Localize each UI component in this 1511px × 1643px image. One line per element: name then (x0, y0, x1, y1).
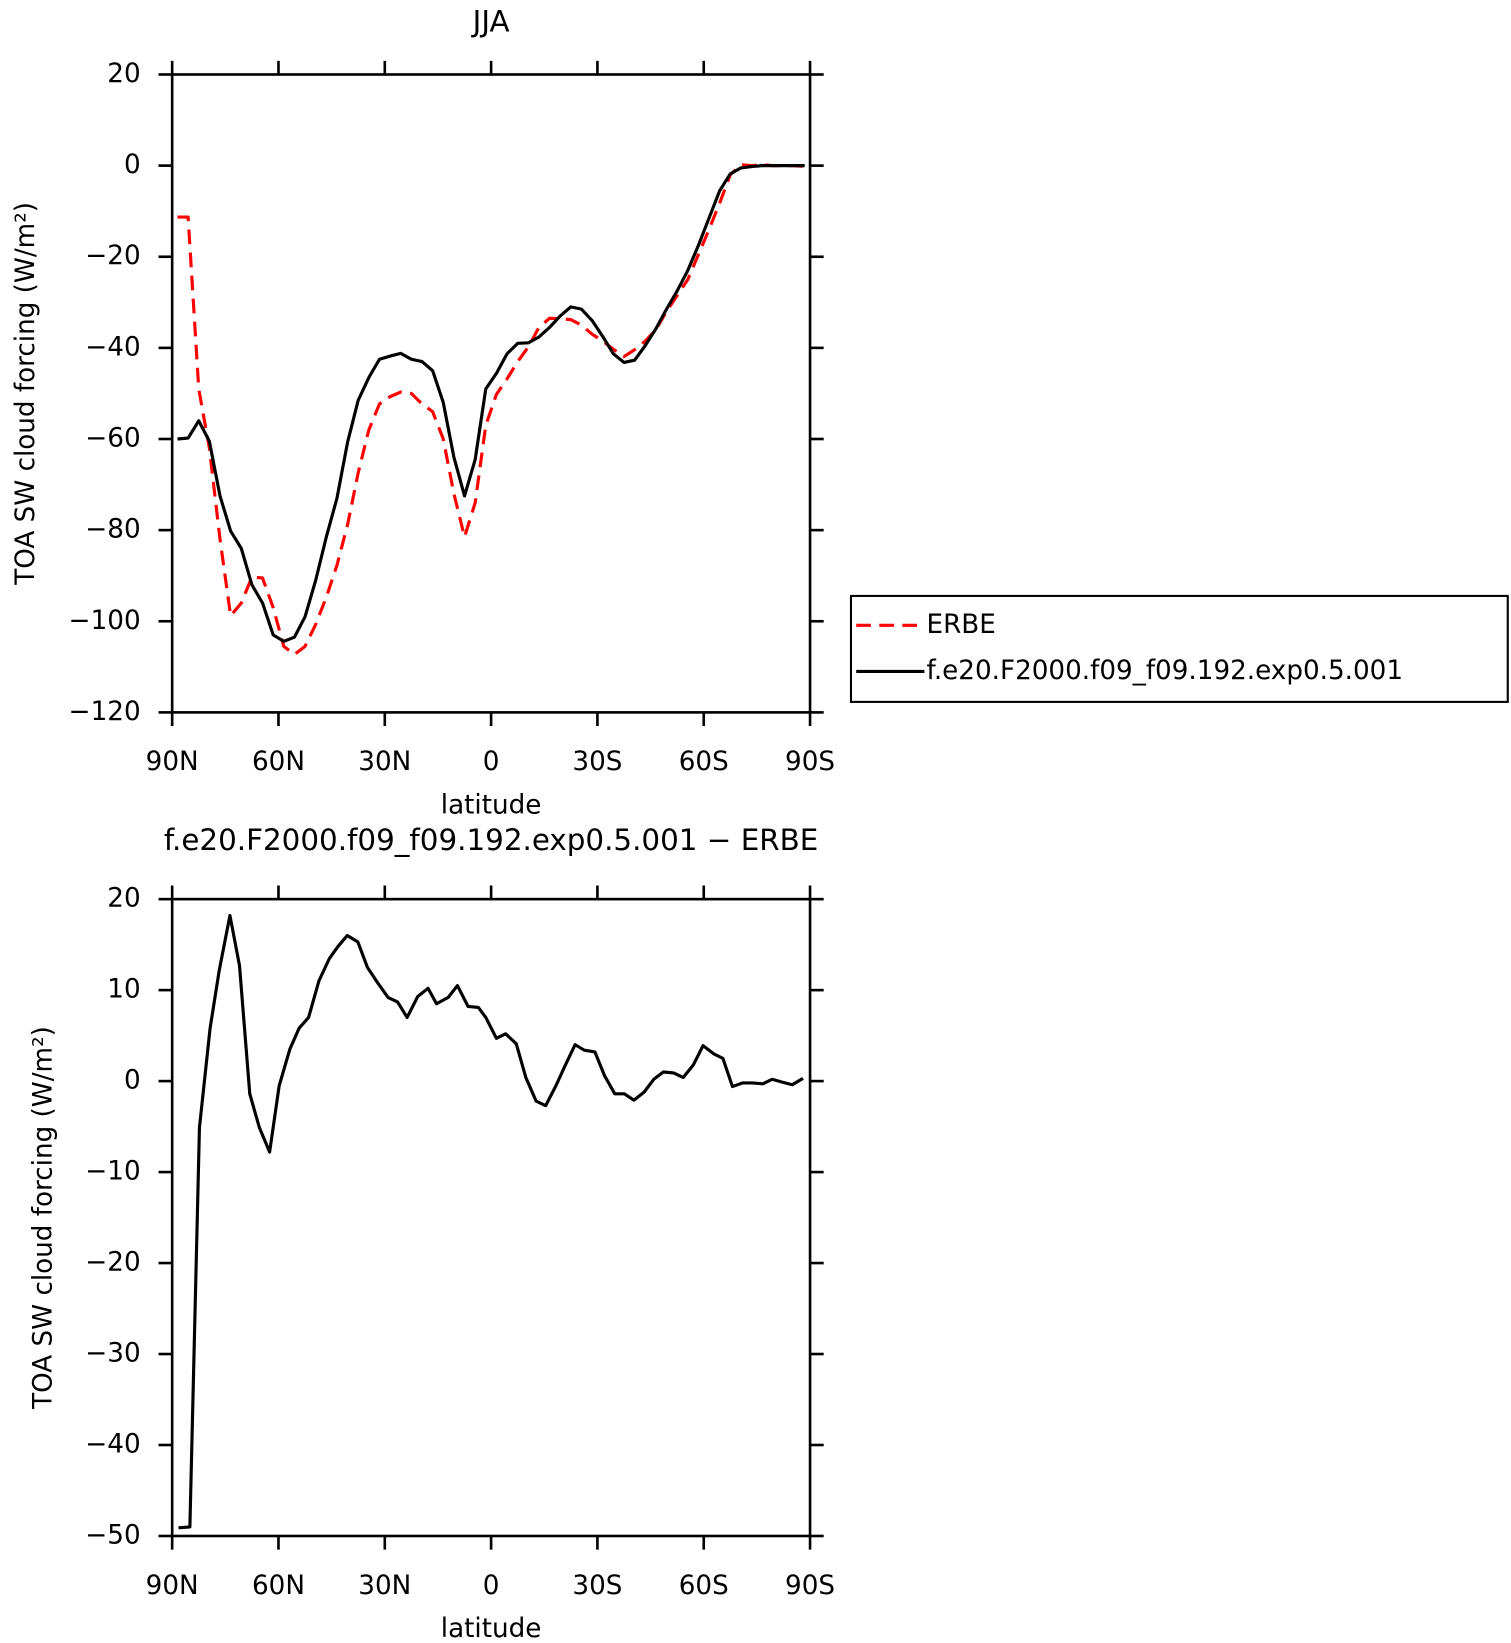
data-line (177, 163, 805, 657)
x-tick-label: 60S (679, 1571, 729, 1601)
x-tick-label: 60S (679, 747, 729, 777)
y-tick-label: −100 (69, 606, 141, 636)
x-tick-label: 60N (252, 747, 305, 777)
legend-label: f.e20.F2000.f09_f09.192.exp0.5.001 (927, 656, 1404, 686)
x-tick-label: 30N (358, 1571, 411, 1601)
y-tick-label: 10 (107, 975, 140, 1005)
y-tick-label: −10 (85, 1157, 140, 1187)
x-tick-label: 60N (252, 1571, 305, 1601)
y-tick-label: −50 (85, 1520, 140, 1550)
y-tick-label: −40 (85, 1430, 140, 1460)
x-tick-label: 90S (785, 1571, 835, 1601)
y-tick-label: −20 (85, 241, 140, 271)
x-tick-label: 0 (483, 1571, 500, 1601)
y-tick-label: 20 (107, 59, 140, 89)
x-axis-label: latitude (441, 790, 542, 820)
x-tick-label: 90N (146, 1571, 199, 1601)
chart-title: JJA (471, 5, 510, 39)
x-tick-label: 90S (785, 747, 835, 777)
y-axis-label: TOA SW cloud forcing (W/m²) (29, 1026, 59, 1410)
y-axis-label: TOA SW cloud forcing (W/m²) (11, 202, 41, 586)
y-tick-label: −60 (85, 424, 140, 454)
y-tick-label: −80 (85, 515, 140, 545)
y-tick-label: 20 (107, 884, 140, 914)
x-axis-label: latitude (441, 1614, 542, 1643)
y-tick-label: −120 (69, 697, 141, 727)
data-line (177, 164, 805, 643)
plot-frame (170, 897, 812, 1538)
y-tick-label: 0 (124, 150, 141, 180)
x-tick-label: 0 (483, 747, 500, 777)
y-tick-label: 0 (124, 1066, 141, 1096)
legend-label: ERBE (927, 610, 996, 640)
x-tick-label: 90N (146, 747, 199, 777)
y-tick-label: −20 (85, 1248, 140, 1278)
legend-box (849, 594, 1509, 703)
y-tick-label: −40 (85, 332, 140, 362)
plot-frame (170, 73, 812, 714)
x-tick-label: 30N (358, 747, 411, 777)
chart-title: f.e20.F2000.f09_f09.192.exp0.5.001 − ERB… (164, 823, 819, 857)
data-line (178, 913, 804, 1530)
x-tick-label: 30S (572, 747, 622, 777)
x-tick-label: 30S (572, 1571, 622, 1601)
y-tick-label: −30 (85, 1339, 140, 1369)
